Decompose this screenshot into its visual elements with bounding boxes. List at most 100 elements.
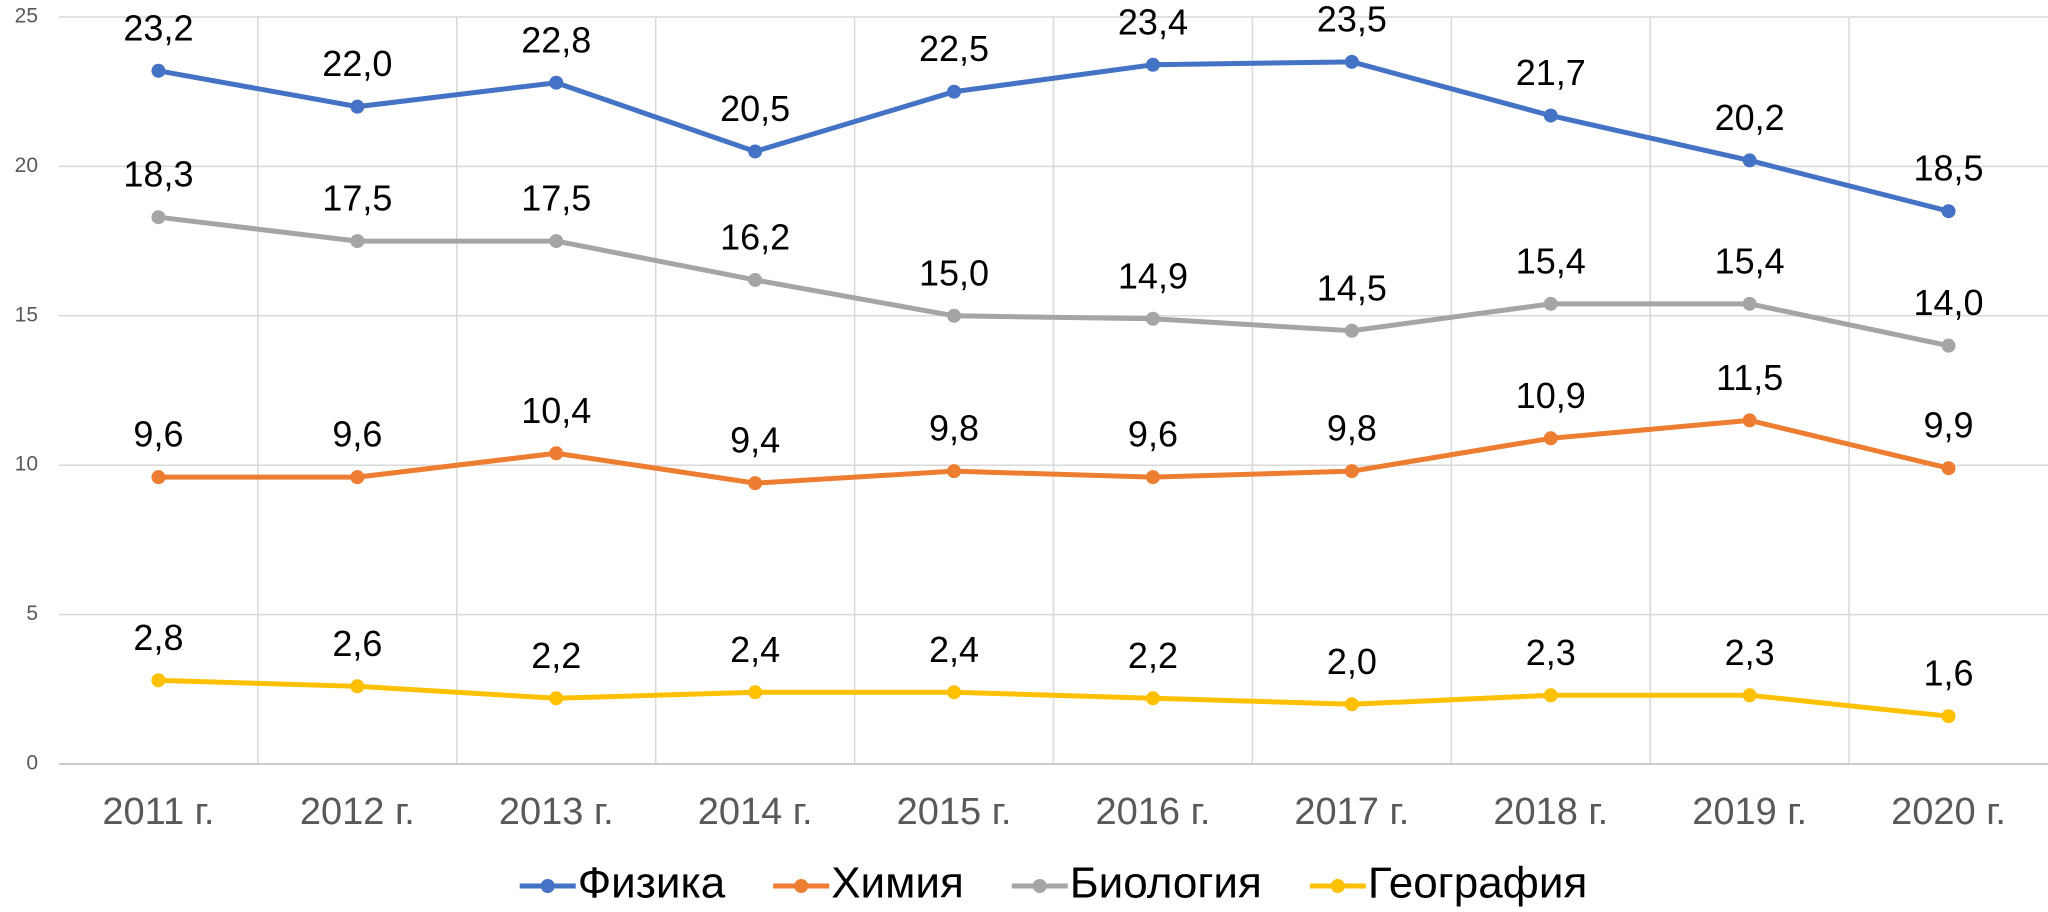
- y-tick-label: 25: [15, 5, 38, 28]
- data-point: [1742, 153, 1757, 168]
- data-point: [1742, 296, 1757, 311]
- data-label: 17,5: [521, 178, 591, 219]
- data-point: [1941, 204, 1956, 219]
- legend-label: Химия: [831, 859, 964, 908]
- x-tick-label: 2017 г.: [1294, 791, 1409, 833]
- y-tick-label: 0: [26, 752, 38, 775]
- series-line: [158, 677, 1949, 719]
- data-label: 23,5: [1317, 0, 1387, 39]
- y-tick-label: 10: [15, 453, 38, 476]
- data-point: [1543, 108, 1558, 123]
- data-label: 22,0: [322, 43, 392, 84]
- data-label: 21,7: [1516, 52, 1586, 93]
- data-point: [151, 470, 166, 485]
- data-label: 9,8: [929, 408, 979, 449]
- data-label: 22,5: [919, 28, 989, 69]
- data-point: [350, 470, 365, 485]
- data-label: 9,9: [1924, 405, 1974, 446]
- data-label: 22,8: [521, 19, 591, 60]
- data-point: [1145, 57, 1160, 72]
- legend-marker: [1330, 879, 1345, 893]
- x-tick-label: 2014 г.: [698, 791, 813, 833]
- data-label: 2,3: [1725, 632, 1775, 673]
- legend-label: Биология: [1070, 859, 1262, 908]
- data-point: [1742, 413, 1757, 428]
- data-point: [549, 446, 564, 461]
- data-label: 9,8: [1327, 408, 1377, 449]
- legend-marker: [540, 879, 555, 893]
- x-tick-label: 2019 г.: [1692, 791, 1807, 833]
- data-label: 17,5: [322, 178, 392, 219]
- data-point: [947, 84, 962, 99]
- data-label: 14,9: [1118, 255, 1188, 296]
- data-label: 2,2: [531, 635, 581, 676]
- data-point: [748, 144, 763, 159]
- data-point: [748, 272, 763, 287]
- data-label: 10,9: [1516, 375, 1586, 416]
- data-point: [350, 679, 365, 694]
- series-line: [158, 214, 1950, 349]
- data-point: [1344, 464, 1359, 479]
- data-label: 9,6: [1128, 414, 1178, 455]
- data-label: 14,0: [1914, 282, 1984, 323]
- data-label: 1,6: [1924, 653, 1974, 694]
- x-tick-label: 2012 г.: [300, 791, 415, 833]
- data-label: 2,4: [929, 629, 979, 670]
- data-point: [748, 685, 763, 700]
- data-label: 15,4: [1715, 240, 1785, 281]
- data-label: 9,4: [730, 420, 780, 461]
- series-line: [158, 417, 1950, 486]
- data-point: [549, 691, 564, 706]
- data-point: [1543, 688, 1558, 703]
- data-label: 9,6: [133, 414, 183, 455]
- data-point: [350, 234, 365, 249]
- data-point: [1543, 431, 1558, 446]
- series-line: [158, 59, 1950, 214]
- data-point: [947, 464, 962, 479]
- data-label: 20,2: [1715, 97, 1785, 138]
- data-point: [1941, 709, 1956, 724]
- data-point: [947, 308, 962, 323]
- data-label: 15,0: [919, 252, 989, 293]
- data-label: 2,2: [1128, 635, 1178, 676]
- x-tick-label: 2020 г.: [1891, 791, 2006, 833]
- legend: Физика Химия Биология География: [519, 859, 1587, 908]
- legend-marker: [794, 879, 809, 893]
- y-tick-label: 15: [15, 303, 38, 326]
- x-tick-label: 2016 г.: [1096, 791, 1211, 833]
- data-label: 14,5: [1317, 267, 1387, 308]
- data-point: [1344, 54, 1359, 69]
- data-point: [151, 63, 166, 78]
- data-point: [1941, 461, 1956, 476]
- data-point: [748, 476, 763, 491]
- data-label: 2,8: [133, 617, 183, 658]
- data-point: [151, 210, 166, 225]
- data-label: 16,2: [720, 216, 790, 257]
- data-label: 15,4: [1516, 240, 1586, 281]
- data-point: [1742, 688, 1757, 703]
- data-label: 18,3: [123, 154, 193, 195]
- y-tick-label: 5: [26, 602, 38, 625]
- data-point: [1145, 311, 1160, 326]
- data-label: 9,6: [332, 414, 382, 455]
- data-point: [549, 234, 564, 249]
- data-label: 23,2: [123, 7, 193, 48]
- data-point: [1344, 697, 1359, 712]
- data-point: [1145, 470, 1160, 485]
- data-label: 18,5: [1914, 148, 1984, 189]
- data-label: 2,0: [1327, 641, 1377, 682]
- data-label: 2,4: [730, 629, 780, 670]
- data-label: 20,5: [720, 88, 790, 129]
- data-label: 11,5: [1716, 357, 1783, 398]
- data-point: [350, 99, 365, 114]
- x-tick-label: 2015 г.: [897, 791, 1012, 833]
- legend-marker: [1032, 879, 1047, 893]
- data-point: [1145, 691, 1160, 706]
- data-point: [1344, 323, 1359, 338]
- x-tick-label: 2011 г.: [102, 791, 214, 833]
- data-point: [151, 673, 166, 688]
- legend-label: География: [1368, 859, 1587, 908]
- data-point: [549, 75, 564, 90]
- data-point: [947, 685, 962, 700]
